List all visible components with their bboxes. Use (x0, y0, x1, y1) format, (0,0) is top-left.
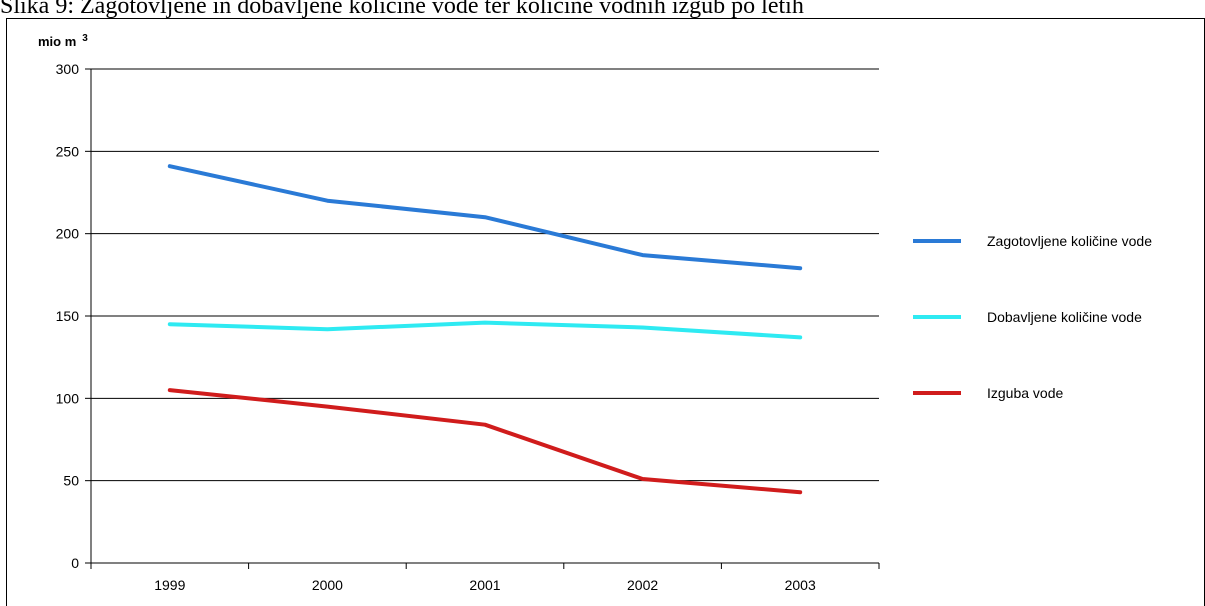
x-tick-label: 2002 (627, 577, 658, 593)
series-lines (167, 164, 803, 495)
y-tick-label: 0 (71, 555, 79, 571)
y-tick-label: 250 (56, 143, 80, 159)
x-tick-label: 1999 (154, 577, 185, 593)
y-axis-unit-text: mio m (38, 34, 76, 49)
legend-label: Dobavljene količine vode (987, 309, 1142, 325)
y-tick-label: 100 (56, 390, 80, 406)
y-tick-labels: 0 50 100 150 200 250 300 (56, 61, 80, 571)
line-chart: mio m 3 0 50 100 150 200 250 300 1999 2000 2001 20… (38, 33, 1152, 593)
legend: Zagotovljene količine vode Dobavljene kol… (913, 233, 1152, 401)
chart-frame: mio m 3 0 50 100 150 200 250 300 1999 2000 2001 20… (6, 18, 1205, 606)
x-tick-label: 2001 (469, 577, 500, 593)
x-tick-labels: 1999 2000 2001 2002 2003 (154, 577, 816, 593)
y-axis-unit-label: mio m 3 (38, 33, 88, 49)
y-axis-unit-superscript: 3 (82, 33, 88, 44)
y-tick-label: 300 (56, 61, 80, 77)
series-line (167, 164, 803, 271)
axes (85, 68, 880, 569)
legend-label: Izguba vode (987, 385, 1063, 401)
x-tick-label: 2003 (785, 577, 816, 593)
figure-caption: Slika 9: Zagotovljene in dobavljene koli… (0, 0, 804, 19)
x-tick-label: 2000 (312, 577, 343, 593)
y-tick-label: 150 (56, 308, 80, 324)
series-line (167, 320, 803, 340)
legend-label: Zagotovljene količine vode (987, 233, 1152, 249)
y-tick-label: 200 (56, 226, 80, 242)
gridlines (91, 68, 879, 482)
series-line (167, 388, 803, 495)
y-tick-label: 50 (63, 473, 79, 489)
